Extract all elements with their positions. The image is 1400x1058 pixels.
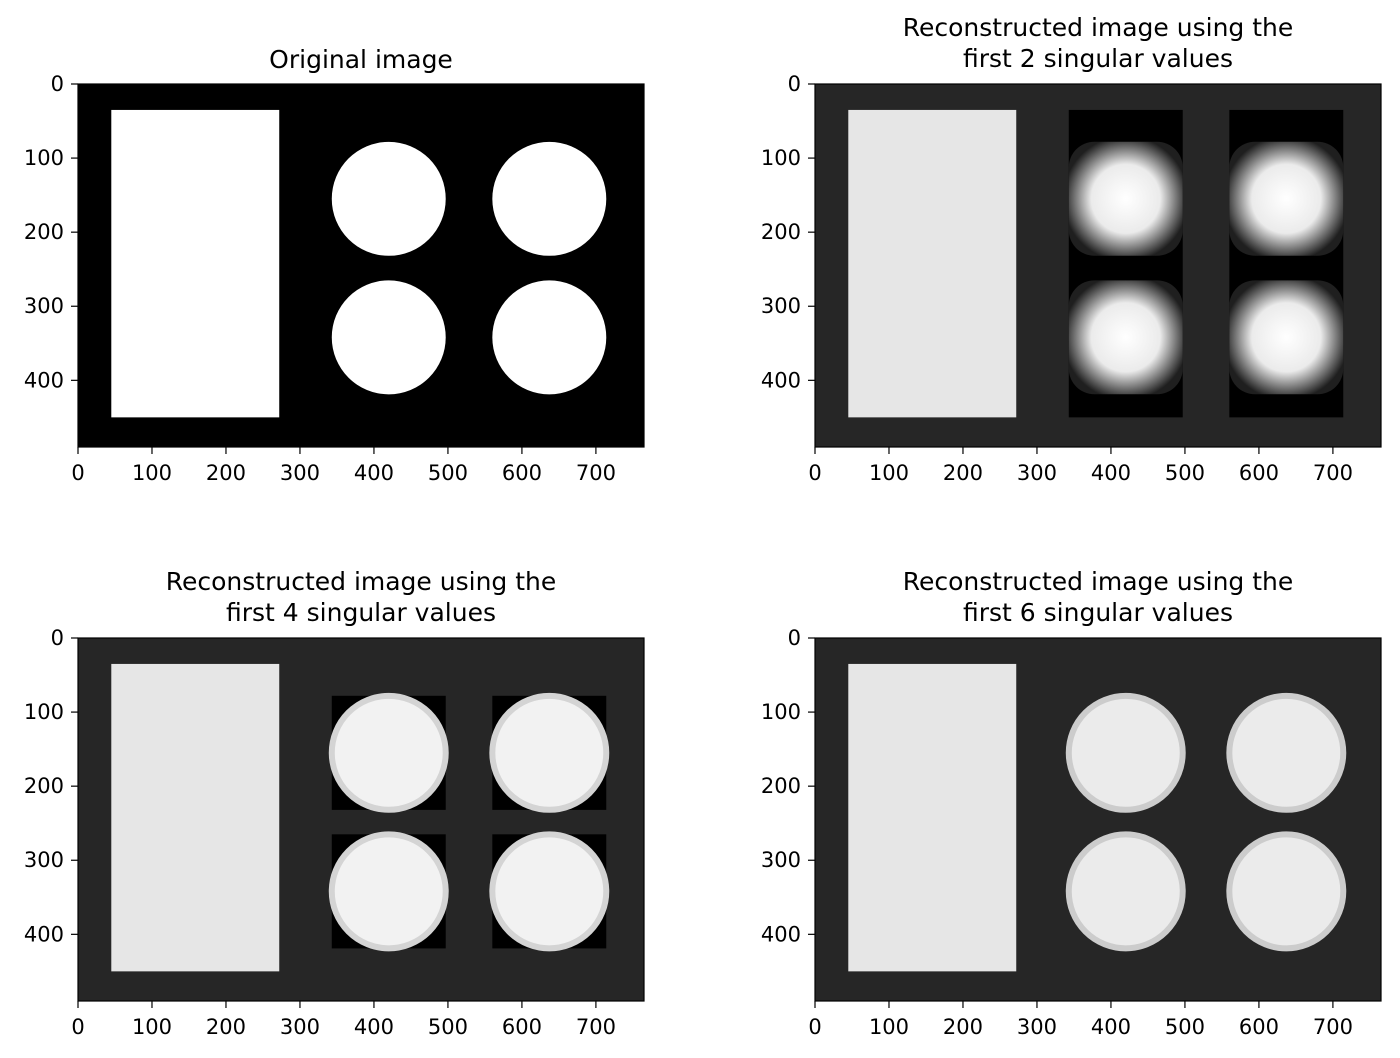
x-tick-label: 500 [428, 461, 468, 485]
blurred-blob [1068, 280, 1183, 395]
x-tick-label: 600 [1239, 461, 1279, 485]
x-tick-label: 100 [132, 1015, 172, 1039]
x-tick-label: 500 [1165, 1015, 1205, 1039]
y-tick-label: 400 [24, 922, 64, 946]
y-tick-label: 0 [788, 72, 801, 96]
panel-title: Reconstructed image using the first 4 si… [165, 567, 557, 627]
bright-disc [1065, 692, 1186, 813]
blurred-blob [1229, 141, 1344, 256]
x-tick-label: 200 [943, 1015, 983, 1039]
x-tick-label: 100 [869, 461, 909, 485]
x-tick-label: 200 [943, 461, 983, 485]
x-tick-label: 300 [280, 1015, 320, 1039]
x-tick-label: 400 [354, 461, 394, 485]
bright-disc [1065, 831, 1186, 952]
x-tick-label: 0 [808, 461, 821, 485]
x-tick-label: 400 [1091, 1015, 1131, 1039]
x-tick-label: 700 [1313, 461, 1353, 485]
y-tick-label: 400 [761, 368, 801, 392]
x-tick-label: 100 [132, 461, 172, 485]
x-tick-label: 600 [1239, 1015, 1279, 1039]
x-tick-label: 100 [869, 1015, 909, 1039]
bright-disc [492, 141, 607, 256]
panel-title: Original image [269, 45, 453, 74]
x-tick-label: 700 [576, 1015, 616, 1039]
y-tick-label: 100 [761, 146, 801, 170]
y-tick-label: 100 [761, 700, 801, 724]
axes-frame [77, 637, 645, 1002]
y-tick-label: 200 [761, 774, 801, 798]
panel-title: Reconstructed image using the first 2 si… [902, 13, 1294, 73]
image-background [815, 84, 1381, 447]
x-tick-label: 400 [354, 1015, 394, 1039]
y-tick-label: 200 [24, 220, 64, 244]
y-tick-label: 100 [24, 146, 64, 170]
x-tick-label: 700 [1313, 1015, 1353, 1039]
panel-title: Reconstructed image using the first 6 si… [902, 567, 1294, 627]
x-tick-label: 500 [1165, 461, 1205, 485]
y-tick-label: 300 [24, 848, 64, 872]
x-tick-label: 300 [280, 461, 320, 485]
y-tick-label: 400 [24, 368, 64, 392]
x-tick-label: 700 [576, 461, 616, 485]
bright-disc [328, 692, 449, 813]
bright-disc [331, 141, 446, 256]
image-background [78, 638, 644, 1001]
y-tick-label: 200 [761, 220, 801, 244]
x-tick-label: 200 [206, 1015, 246, 1039]
bright-rectangle [111, 109, 280, 418]
x-tick-label: 0 [808, 1015, 821, 1039]
bright-rectangle [848, 109, 1017, 418]
y-tick-label: 300 [24, 294, 64, 318]
image-background [78, 84, 644, 447]
x-tick-label: 0 [71, 461, 84, 485]
y-tick-label: 100 [24, 700, 64, 724]
blurred-blob [1229, 280, 1344, 395]
x-tick-label: 300 [1017, 1015, 1057, 1039]
y-tick-label: 0 [788, 626, 801, 650]
x-tick-label: 500 [428, 1015, 468, 1039]
x-tick-label: 200 [206, 461, 246, 485]
bright-rectangle [1068, 109, 1183, 418]
bright-disc [1226, 692, 1347, 813]
bright-disc [489, 831, 610, 952]
bright-disc [489, 692, 610, 813]
y-tick-label: 0 [51, 626, 64, 650]
x-tick-label: 0 [71, 1015, 84, 1039]
x-tick-label: 600 [502, 461, 542, 485]
y-tick-label: 300 [761, 294, 801, 318]
bright-rectangle [111, 663, 280, 972]
y-tick-label: 400 [761, 922, 801, 946]
y-tick-label: 0 [51, 72, 64, 96]
x-tick-label: 300 [1017, 461, 1057, 485]
bright-disc [328, 831, 449, 952]
bright-disc [1226, 831, 1347, 952]
dark-square-region [492, 834, 607, 949]
axes-frame [814, 83, 1382, 448]
axes-frame [814, 637, 1382, 1002]
y-tick-label: 300 [761, 848, 801, 872]
x-tick-label: 600 [502, 1015, 542, 1039]
bright-rectangle [848, 663, 1017, 972]
bright-disc [331, 280, 446, 395]
blurred-blob [1068, 141, 1183, 256]
dark-square-region [492, 695, 607, 810]
dark-square-region [331, 834, 446, 949]
bright-rectangle [1229, 109, 1344, 418]
image-background [815, 638, 1381, 1001]
axes-frame [77, 83, 645, 448]
y-tick-label: 200 [24, 774, 64, 798]
x-tick-label: 400 [1091, 461, 1131, 485]
dark-square-region [331, 695, 446, 810]
bright-disc [492, 280, 607, 395]
